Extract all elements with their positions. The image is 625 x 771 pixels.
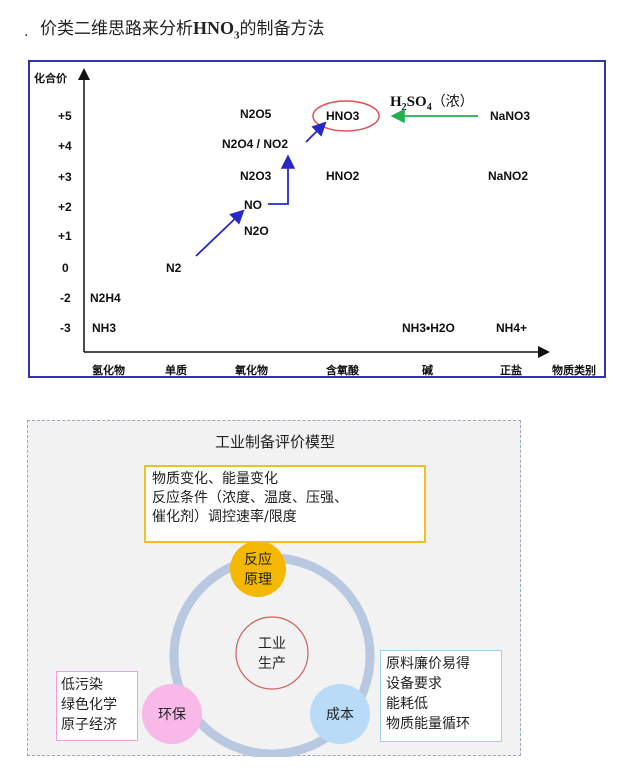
principle-line: 物质变化、能量变化 [152,471,278,487]
y-tick-plus3: +3 [58,170,72,184]
category-oxide: 氧化物 [234,363,268,377]
principle-node [230,541,286,597]
cycle-diagram: 工业 生产 反应 原理 环保 成本 [142,541,375,757]
h2so4-label: H2SO4（浓） [390,94,474,113]
arrow-no-to-no2 [268,154,296,205]
y-tick-zero: 0 [62,261,69,275]
cost-line: 能耗低 [386,696,428,712]
env-text-box: 低污染 绿色化学 原子经济 [56,671,138,741]
principle-label-line1: 反应 [244,551,272,568]
model-title: 工业制备评价模型 [214,433,335,451]
principle-line: 反应条件（浓度、温度、压强、 [152,490,348,506]
species-hno3: HNO3 [326,109,360,123]
env-line: 绿色化学 [61,697,117,713]
category-base: 碱 [422,363,433,377]
cost-line: 物质能量循环 [386,716,470,732]
y-tick-plus1: +1 [58,229,72,243]
y-tick-minus3: -3 [60,321,71,335]
y-tick-plus4: +4 [58,139,72,153]
y-tick-plus5: +5 [58,109,72,123]
page-heading: 价类二维思路来分析HNO3的制备方法 [40,14,325,41]
category-salt: 正盐 [500,363,522,377]
env-line: 原子经济 [61,717,117,733]
category-hydride: 氢化物 [92,363,125,377]
y-tick-plus2: +2 [58,200,72,214]
heading-bullet: · [24,28,29,44]
species-n2o3: N2O3 [240,169,272,183]
arrow-n2-to-no [195,209,245,257]
category-oxyacid: 含氧酸 [325,363,360,377]
principle-line: 催化剂）调控速率/限度 [152,509,297,525]
env-node [142,684,202,744]
y-tick-minus2: -2 [60,291,71,305]
species-no: NO [244,198,262,212]
y-axis-label: 化合价 [34,71,68,85]
center-label-line1: 工业 [258,636,286,652]
center-circle [235,616,309,690]
category-element: 单质 [165,363,187,377]
heading-suffix: 的制备方法 [239,19,325,39]
species-n2o4-no2: N2O4 / NO2 [222,137,288,151]
center-label-line2: 生产 [258,656,286,672]
species-nh3: NH3 [92,321,116,335]
x-axis-label: 物质类别 [552,363,596,377]
cost-label: 成本 [326,707,354,723]
env-line: 低污染 [61,677,103,693]
species-n2h4: N2H4 [90,291,121,305]
species-nano3: NaNO3 [490,109,530,123]
species-n2o5: N2O5 [240,107,272,121]
heading-formula: HNO [193,18,235,38]
cost-node [310,684,370,744]
industrial-evaluation-model: 工业 生产 反应 原理 环保 成本 工业制备评价模型 物质变化、能量变化 反应条… [27,420,521,757]
arrow-no2-to-hno3 [305,121,327,143]
species-hno2: HNO2 [326,169,360,183]
cost-text-box: 原料廉价易得 设备要求 能耗低 物质能量循环 [380,650,502,742]
valence-category-chart: 化合价 物质类别 +5 +4 +3 +2 +1 0 -2 -3 氢化物 单质 氧… [28,60,606,378]
cost-line: 设备要求 [386,676,442,692]
hno3-highlight-ellipse [312,100,380,132]
species-nano2: NaNO2 [488,169,528,183]
cost-line: 原料廉价易得 [386,656,470,672]
env-label: 环保 [158,707,186,723]
chart-canvas: 化合价 物质类别 +5 +4 +3 +2 +1 0 -2 -3 氢化物 单质 氧… [34,68,596,377]
species-n2o: N2O [244,224,269,238]
species-n2: N2 [166,261,182,275]
species-nh4: NH4+ [496,321,527,335]
principle-text-box: 物质变化、能量变化 反应条件（浓度、温度、压强、 催化剂）调控速率/限度 [144,465,426,543]
heading-prefix: 价类二维思路来分析 [40,19,193,39]
principle-label-line2: 原理 [244,572,272,588]
heading-subscript: 3 [234,29,240,42]
species-nh3h2o: NH3•H2O [402,321,455,335]
